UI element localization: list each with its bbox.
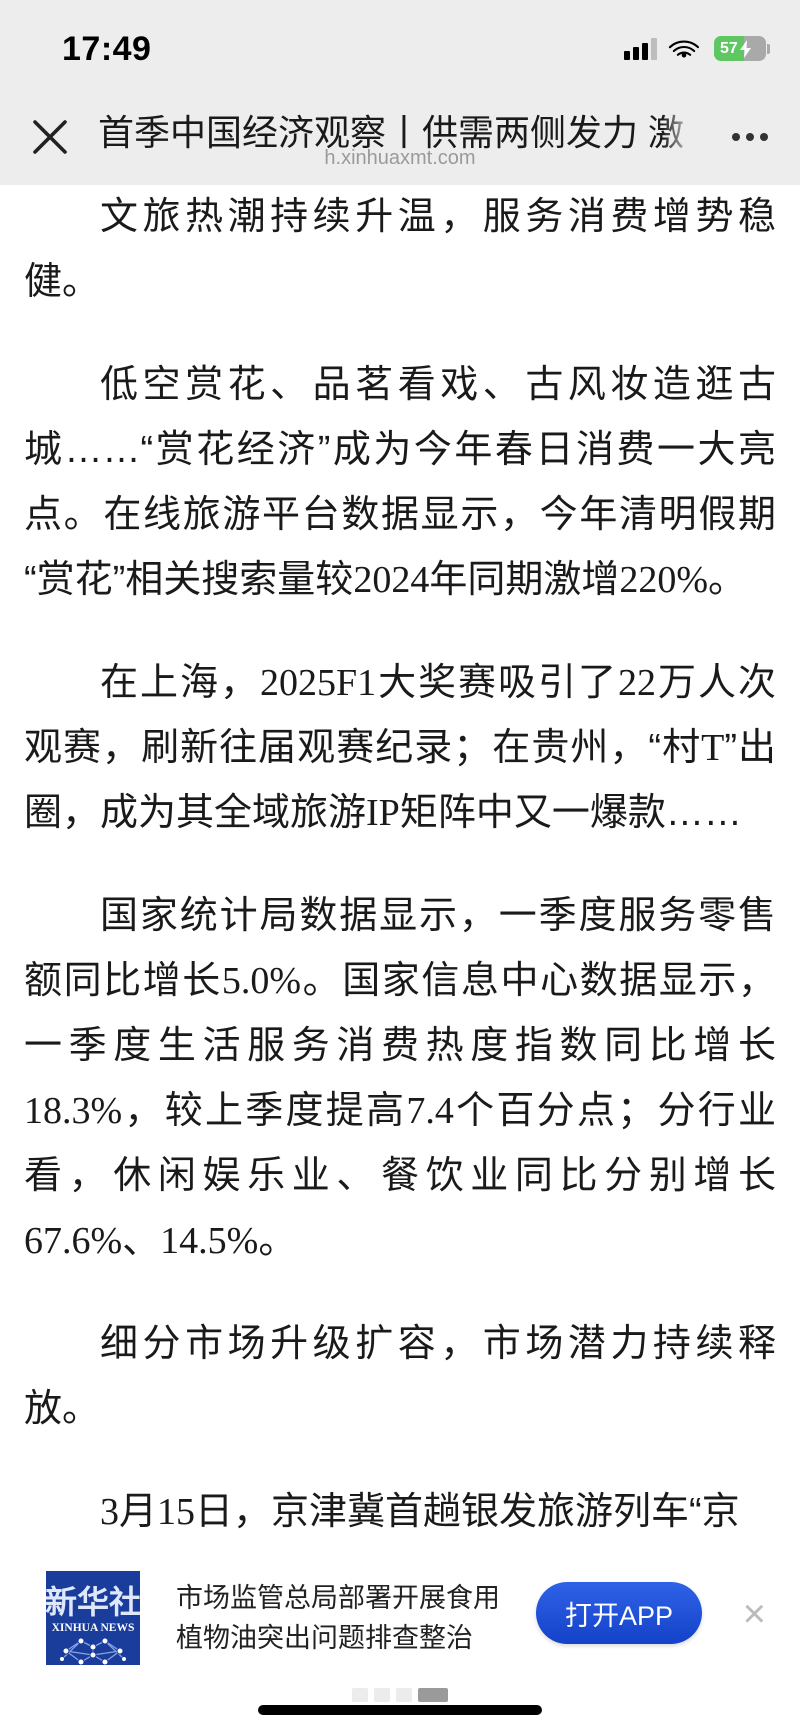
svg-text:XINHUA NEWS: XINHUA NEWS [52,1622,135,1634]
svg-text:新华社: 新华社 [46,1584,140,1620]
